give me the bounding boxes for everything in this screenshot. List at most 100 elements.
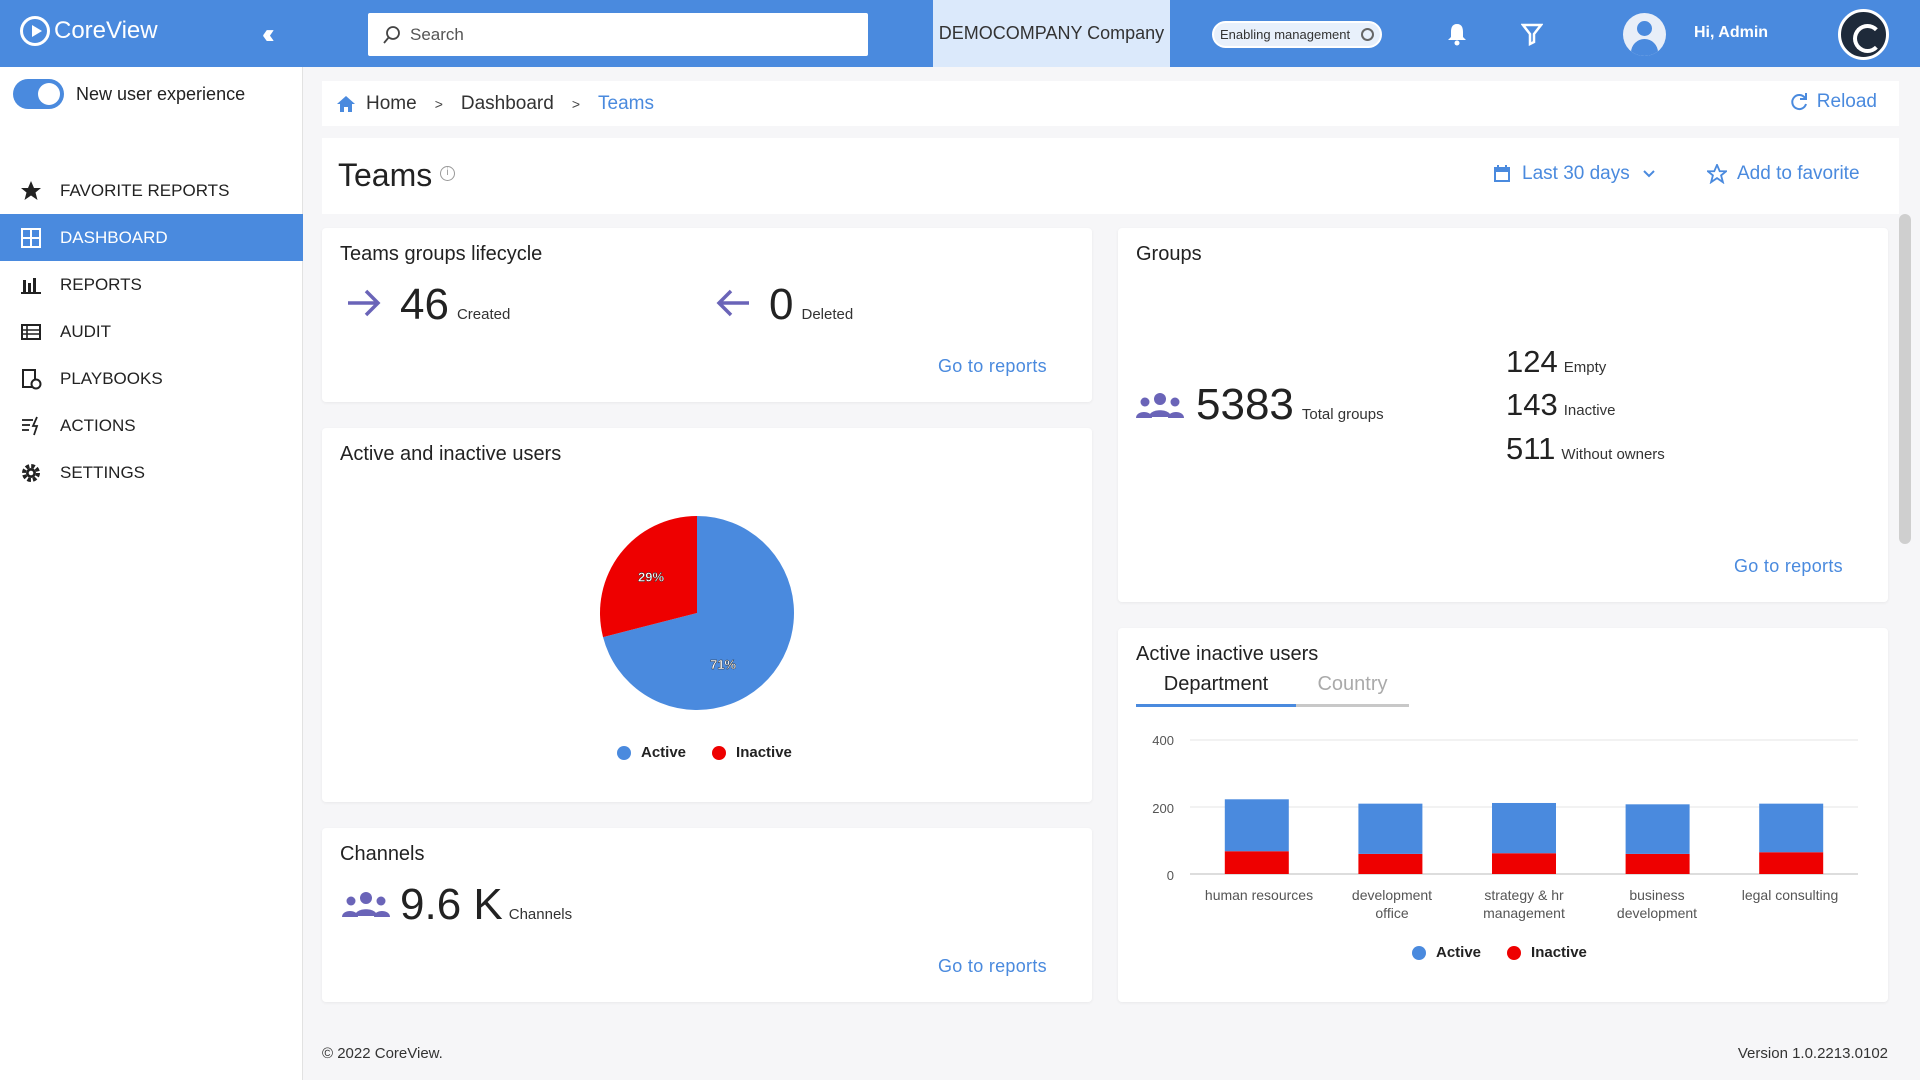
channels-card: Channels 9.6 K Channels Go to reports <box>322 828 1092 1002</box>
tab-department[interactable]: Department <box>1136 673 1296 707</box>
bar-active[interactable] <box>1492 802 1556 854</box>
bar-inactive[interactable] <box>1492 853 1556 874</box>
dashboard-icon <box>20 227 42 249</box>
channels-go-to-reports-link[interactable]: Go to reports <box>938 956 1047 976</box>
bar-inactive[interactable] <box>1224 851 1289 874</box>
star-outline-icon <box>1707 164 1727 184</box>
search-input[interactable] <box>410 24 840 45</box>
chevron-right-icon: > <box>434 95 443 112</box>
company-selector[interactable]: DEMOCOMPANY Company <box>933 0 1170 67</box>
tab-country[interactable]: Country <box>1296 673 1409 707</box>
top-bar: CoreView ‹‹ DEMOCOMPANY Company Enabling… <box>0 0 1920 67</box>
lifecycle-go-to-reports-link[interactable]: Go to reports <box>938 356 1047 376</box>
date-range-selector[interactable]: Last 30 days <box>1492 163 1656 185</box>
sidebar-item-dashboard[interactable]: DASHBOARD <box>0 214 303 261</box>
sidebar-item-audit[interactable]: AUDIT <box>0 308 303 355</box>
playbook-icon <box>20 368 42 390</box>
inactive-groups-value: 143 <box>1506 387 1558 422</box>
star-icon <box>20 180 42 202</box>
management-status-icon <box>1361 28 1375 41</box>
bar-active[interactable] <box>1358 803 1423 854</box>
bar-inactive[interactable] <box>1759 852 1824 874</box>
footer-version: Version 1.0.2213.0102 <box>1737 1045 1888 1062</box>
groups-go-to-reports-link[interactable]: Go to reports <box>1734 556 1843 576</box>
channels-label: Channels <box>508 906 573 923</box>
search-box[interactable] <box>368 13 868 56</box>
sidebar-item-actions[interactable]: ACTIONS <box>0 402 303 449</box>
brand-logo-icon[interactable] <box>1838 9 1889 60</box>
groups-card: Groups 5383 Total groups 124 Empty 143 I… <box>1118 228 1888 602</box>
x-tick-legal-consulting: legal consulting <box>1742 887 1839 903</box>
reload-button[interactable]: Reload <box>1789 91 1877 113</box>
pie-title: Active and inactive users <box>340 443 562 465</box>
inactive-groups-label: Inactive <box>1563 402 1616 419</box>
bar-inactive[interactable] <box>1625 853 1690 874</box>
bar-inactive[interactable] <box>1358 853 1423 874</box>
add-to-favorite-label: Add to favorite <box>1737 163 1860 184</box>
add-to-favorite-button[interactable]: Add to favorite <box>1707 163 1860 185</box>
bell-icon[interactable] <box>1446 22 1468 46</box>
sidebar-nav: FAVORITE REPORTS DASHBOARD REPORTS AUDIT… <box>0 167 303 496</box>
x-tick-development-office-line1: development <box>1352 887 1432 903</box>
bar-active[interactable] <box>1224 799 1289 852</box>
sidebar-item-reports[interactable]: REPORTS <box>0 261 303 308</box>
sidebar: New user experience FAVORITE REPORTS DAS… <box>0 67 303 1080</box>
bar-active[interactable] <box>1625 804 1690 854</box>
legend-item-active[interactable]: Active <box>617 744 686 761</box>
page-header: Teams i Last 30 days Add to favorite <box>322 138 1899 214</box>
pie-legend: Active Inactive <box>617 744 818 761</box>
total-groups-label: Total groups <box>1301 406 1384 423</box>
y-tick-0: 0 <box>1167 868 1174 883</box>
chevron-down-icon <box>1643 170 1655 178</box>
x-tick-business-development-line2: development <box>1617 905 1697 921</box>
breadcrumb-dashboard[interactable]: Dashboard <box>460 92 554 114</box>
search-icon <box>383 25 400 44</box>
arrow-left-icon <box>716 289 749 317</box>
people-group-icon <box>1136 393 1184 418</box>
active-inactive-bar-card: Active inactive users Department Country… <box>1118 628 1888 1002</box>
new-experience-toggle[interactable] <box>13 79 64 109</box>
sidebar-item-label: REPORTS <box>60 274 142 294</box>
user-greeting[interactable]: Hi, Admin <box>1694 24 1769 41</box>
legend-item-active[interactable]: Active <box>1412 944 1481 961</box>
reload-icon <box>1791 93 1807 111</box>
actions-icon <box>20 415 42 437</box>
empty-groups-stat: 124 Empty <box>1506 344 1606 380</box>
no-owner-groups-value: 511 <box>1506 431 1556 466</box>
sidebar-item-settings[interactable]: SETTINGS <box>0 449 303 496</box>
people-group-icon <box>342 892 390 917</box>
legend-item-inactive[interactable]: Inactive <box>712 744 792 761</box>
page-title: Teams <box>338 157 433 193</box>
bar-legend: Active Inactive <box>1412 944 1613 961</box>
breadcrumb: Home > Dashboard > Teams Reload <box>322 81 1899 126</box>
avatar[interactable] <box>1623 13 1666 56</box>
app-logo[interactable]: CoreView <box>20 16 158 46</box>
chevron-right-icon: > <box>571 95 581 112</box>
management-badge[interactable]: Enabling management <box>1212 21 1383 48</box>
calendar-icon <box>1494 165 1510 182</box>
sidebar-item-label: PLAYBOOKS <box>60 368 163 388</box>
arrow-right-icon <box>348 289 381 317</box>
sidebar-item-label: DASHBOARD <box>60 227 168 247</box>
reload-label: Reload <box>1816 91 1877 112</box>
bar-active[interactable] <box>1759 803 1824 853</box>
sidebar-item-label: AUDIT <box>60 321 111 341</box>
date-range-label: Last 30 days <box>1522 163 1630 184</box>
page-scrollbar[interactable] <box>1899 214 1911 544</box>
pie-slice-active[interactable] <box>603 516 794 710</box>
coreview-logo-icon <box>20 16 50 46</box>
collapse-sidebar-icon[interactable]: ‹‹ <box>262 18 274 49</box>
pie-slice-inactive[interactable] <box>600 516 697 638</box>
legend-item-inactive[interactable]: Inactive <box>1507 944 1587 961</box>
filter-icon[interactable] <box>1521 22 1543 46</box>
new-experience-label: New user experience <box>76 83 246 104</box>
bar-chart-icon <box>20 274 42 296</box>
sidebar-item-favorite-reports[interactable]: FAVORITE REPORTS <box>0 167 303 214</box>
legend-label-active: Active <box>1436 944 1482 961</box>
home-icon[interactable] <box>336 94 356 114</box>
sidebar-item-playbooks[interactable]: PLAYBOOKS <box>0 355 303 402</box>
info-icon[interactable]: i <box>440 166 455 181</box>
legend-dot-inactive <box>1507 945 1522 960</box>
management-badge-label: Enabling management <box>1220 27 1351 42</box>
breadcrumb-home[interactable]: Home <box>366 92 417 114</box>
